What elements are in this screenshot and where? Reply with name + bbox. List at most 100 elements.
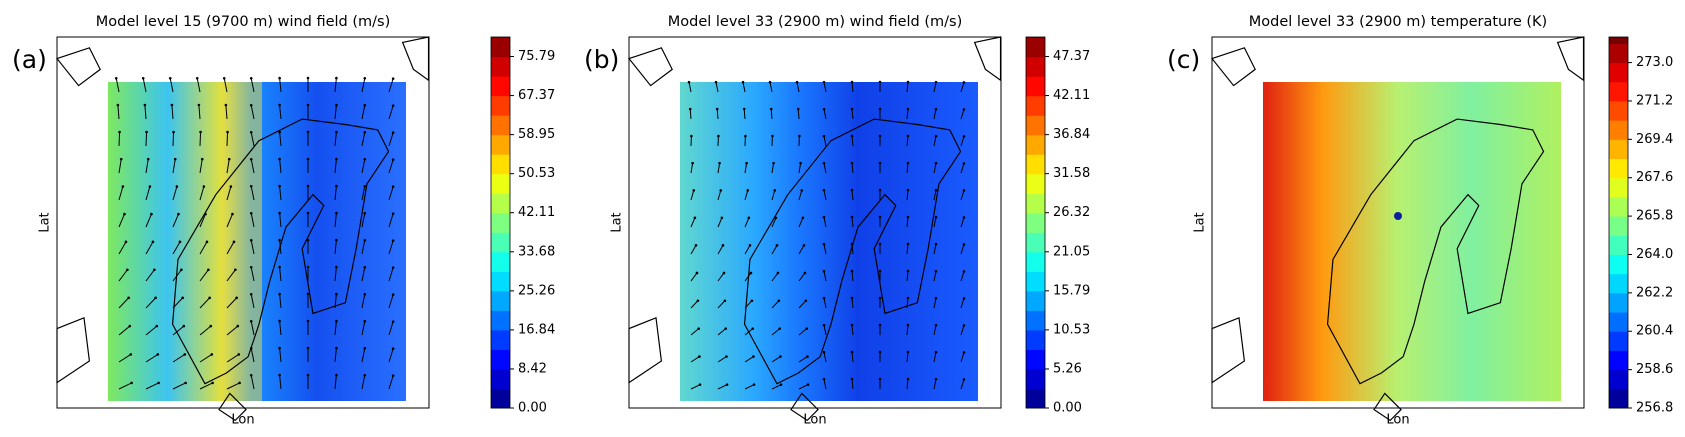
wind-vector — [798, 190, 803, 201]
wind-vector — [118, 354, 132, 363]
wind-vector — [388, 105, 394, 120]
vector-head — [278, 76, 281, 80]
vector-head — [306, 373, 310, 377]
vector-head — [391, 77, 395, 80]
colorbar-level — [1026, 115, 1045, 136]
colorbar-tick-label: 26.32 — [1053, 205, 1090, 220]
vector-head — [173, 157, 177, 161]
vector-head — [962, 324, 966, 327]
vector-head — [698, 383, 702, 386]
colorbar-tick-label: 36.84 — [1053, 127, 1090, 142]
vector-head — [934, 80, 938, 84]
wind-vector — [717, 272, 725, 282]
vector-head — [776, 271, 780, 275]
vector-head — [335, 373, 338, 377]
colorbar-level — [491, 115, 510, 136]
vector-head — [695, 271, 699, 275]
colorbar-level — [1609, 388, 1628, 409]
wind-vector — [199, 297, 211, 309]
colorbar-level — [1026, 76, 1045, 97]
wind-vector — [361, 321, 366, 336]
wind-vector — [118, 241, 127, 255]
wind-vector — [771, 328, 781, 336]
vector-head — [335, 103, 338, 107]
vector-head — [906, 269, 910, 273]
wind-vector — [771, 190, 776, 201]
colorbar-level — [1026, 154, 1045, 175]
vector-head — [850, 350, 854, 354]
wind-vector — [145, 241, 154, 255]
wind-vector — [169, 78, 174, 93]
wind-vector — [851, 271, 854, 282]
wind-vector — [250, 240, 255, 255]
vector-head — [822, 350, 826, 354]
wind-vector — [388, 186, 394, 201]
vector-head — [962, 297, 966, 300]
vector-head — [363, 265, 367, 269]
wind-vector — [250, 105, 255, 120]
vector-head — [249, 76, 253, 80]
vector-head — [878, 323, 882, 327]
map-frame — [1211, 36, 1585, 409]
colorbar-level — [1026, 193, 1045, 214]
vector-head — [687, 80, 691, 84]
vector-head — [126, 268, 129, 272]
wind-vector — [279, 375, 282, 390]
vector-head — [696, 299, 700, 303]
wind-vector — [823, 352, 827, 363]
x-axis-label: Lon — [231, 413, 254, 428]
colorbar-level — [1609, 254, 1628, 275]
vector-head — [775, 244, 779, 247]
vector-head — [799, 161, 802, 165]
vector-head — [127, 296, 130, 300]
wind-vector — [250, 348, 255, 363]
colorbar-level — [1026, 173, 1045, 194]
vector-head — [234, 268, 237, 272]
vector-head — [391, 347, 395, 350]
colorbar-tick-label: 269.4 — [1636, 132, 1673, 147]
vector-head — [746, 189, 750, 192]
wind-vector — [145, 297, 157, 309]
wind-vector — [906, 82, 909, 93]
wind-vector — [145, 382, 159, 390]
vector-head — [878, 242, 882, 246]
panel-title: Model level 33 (2900 m) wind field (m/s) — [668, 14, 963, 30]
vector-head — [153, 268, 156, 272]
vector-head — [145, 130, 148, 134]
vector-head — [802, 244, 806, 247]
wind-vector — [250, 186, 255, 201]
colorbar-level — [1609, 312, 1628, 332]
wind-vector — [960, 244, 965, 255]
colorbar-tick-label: 262.2 — [1636, 285, 1673, 300]
colorbar-tick-label: 258.6 — [1636, 362, 1673, 377]
colorbar-level — [491, 368, 510, 389]
wind-vector — [823, 82, 827, 93]
vector-head — [236, 324, 240, 328]
colorbar-tick-label: 0.00 — [1053, 401, 1082, 416]
wind-vector — [279, 267, 282, 282]
wind-vector — [226, 159, 230, 174]
wind-vector — [744, 190, 749, 201]
model-field — [680, 82, 978, 401]
vector-head — [772, 161, 775, 165]
vector-head — [906, 296, 910, 300]
wind-vector — [118, 297, 130, 309]
vector-head — [806, 355, 809, 358]
vector-head — [752, 383, 756, 386]
colorbar-tick-label: 75.79 — [518, 49, 555, 64]
vector-head — [850, 269, 854, 273]
vector-head — [691, 161, 694, 165]
vector-head — [822, 107, 826, 111]
vector-head — [773, 189, 777, 192]
vector-head — [335, 130, 338, 134]
vector-head — [962, 351, 966, 354]
vector-head — [306, 319, 310, 323]
colorbar-level — [1026, 37, 1045, 58]
vector-head — [779, 383, 783, 386]
vector-head — [238, 381, 241, 385]
vector-head — [278, 184, 281, 188]
vector-head — [278, 103, 281, 107]
wind-vector — [933, 217, 937, 228]
vector-head — [121, 185, 125, 188]
vector-head — [934, 323, 938, 327]
